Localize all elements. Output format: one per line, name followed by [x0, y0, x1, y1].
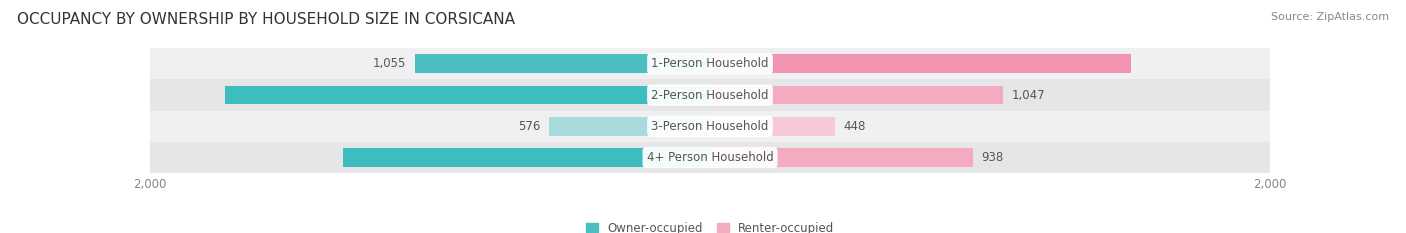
Legend: Owner-occupied, Renter-occupied: Owner-occupied, Renter-occupied — [581, 217, 839, 233]
Text: 3-Person Household: 3-Person Household — [651, 120, 769, 133]
Bar — [150, 48, 1270, 79]
Text: 448: 448 — [844, 120, 866, 133]
Bar — [710, 117, 835, 136]
Text: OCCUPANCY BY OWNERSHIP BY HOUSEHOLD SIZE IN CORSICANA: OCCUPANCY BY OWNERSHIP BY HOUSEHOLD SIZE… — [17, 12, 515, 27]
Text: 1,311: 1,311 — [665, 151, 702, 164]
Text: 1,732: 1,732 — [665, 89, 702, 102]
Text: 1,503: 1,503 — [718, 57, 755, 70]
Text: Source: ZipAtlas.com: Source: ZipAtlas.com — [1271, 12, 1389, 22]
Text: 576: 576 — [517, 120, 540, 133]
Bar — [343, 148, 710, 167]
Text: 4+ Person Household: 4+ Person Household — [647, 151, 773, 164]
Bar — [710, 55, 1130, 73]
Text: 1,047: 1,047 — [1011, 89, 1045, 102]
Bar — [150, 111, 1270, 142]
Bar — [710, 86, 1002, 104]
Bar — [150, 142, 1270, 173]
Text: 1,055: 1,055 — [373, 57, 406, 70]
Bar — [415, 55, 710, 73]
Bar — [150, 79, 1270, 111]
Bar — [225, 86, 710, 104]
Text: 2-Person Household: 2-Person Household — [651, 89, 769, 102]
Text: 938: 938 — [981, 151, 1004, 164]
Text: 1-Person Household: 1-Person Household — [651, 57, 769, 70]
Bar — [710, 148, 973, 167]
Bar — [548, 117, 710, 136]
